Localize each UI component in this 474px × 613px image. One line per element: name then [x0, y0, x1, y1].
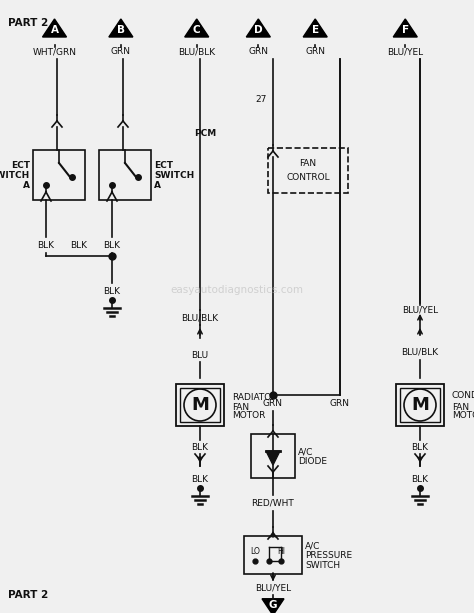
Text: A/C: A/C [298, 447, 313, 457]
Text: FAN: FAN [232, 403, 249, 411]
Text: GRN: GRN [330, 398, 350, 408]
Text: BLK: BLK [411, 476, 428, 484]
Bar [176, 384, 224, 426]
Text: B: B [117, 25, 125, 35]
Text: BLU/BLK: BLU/BLK [178, 47, 215, 56]
Bar [99, 150, 151, 200]
Polygon shape [262, 599, 284, 613]
Text: RED/WHT: RED/WHT [252, 498, 294, 508]
Text: BLK: BLK [191, 476, 209, 484]
Text: GRN: GRN [111, 47, 131, 56]
Text: SWITCH: SWITCH [0, 172, 30, 180]
Text: A: A [23, 181, 30, 191]
Text: BLU/YEL: BLU/YEL [255, 584, 291, 593]
Text: C: C [193, 25, 201, 35]
Text: 27: 27 [255, 96, 267, 104]
Text: HI: HI [277, 547, 285, 555]
Text: M: M [411, 396, 429, 414]
Bar [180, 388, 220, 422]
Polygon shape [303, 19, 327, 37]
Polygon shape [393, 19, 417, 37]
Text: PRESSURE: PRESSURE [305, 552, 352, 560]
Text: BLK: BLK [37, 240, 55, 249]
Bar [396, 384, 444, 426]
Bar [251, 434, 295, 478]
Text: ECT: ECT [154, 161, 173, 170]
Text: A/C: A/C [305, 541, 320, 550]
Text: D: D [254, 25, 263, 35]
Text: FAN: FAN [300, 159, 317, 169]
Text: PART 2: PART 2 [8, 590, 48, 600]
Text: PCM: PCM [194, 129, 216, 137]
Text: LO: LO [250, 547, 260, 555]
Text: GRN: GRN [305, 47, 325, 56]
Polygon shape [43, 19, 66, 37]
Text: BLK: BLK [103, 240, 120, 249]
Text: WHT/GRN: WHT/GRN [33, 47, 76, 56]
Text: GRN: GRN [263, 398, 283, 408]
Text: SWITCH: SWITCH [154, 172, 194, 180]
Text: BLK: BLK [71, 242, 88, 251]
Text: MOTOR: MOTOR [452, 411, 474, 421]
Polygon shape [266, 451, 280, 465]
Text: easyautodiagnostics.com: easyautodiagnostics.com [171, 285, 303, 295]
Bar [244, 536, 302, 574]
Text: BLK: BLK [191, 443, 209, 452]
Text: GRN: GRN [248, 47, 268, 56]
Text: BLU/BLK: BLU/BLK [182, 313, 219, 322]
Polygon shape [185, 19, 209, 37]
Text: MOTOR: MOTOR [232, 411, 265, 421]
Text: BLU/YEL: BLU/YEL [402, 305, 438, 314]
Text: F: F [401, 25, 409, 35]
Text: SWITCH: SWITCH [305, 562, 340, 571]
Text: BLU: BLU [191, 351, 209, 359]
Polygon shape [246, 19, 270, 37]
Text: A: A [154, 181, 161, 191]
Text: PART 2: PART 2 [8, 18, 48, 28]
Text: FAN: FAN [452, 403, 469, 411]
Text: CONDENSOR: CONDENSOR [452, 392, 474, 400]
Text: E: E [311, 25, 319, 35]
Text: G: G [269, 600, 277, 611]
Bar [400, 388, 440, 422]
Text: A: A [51, 25, 58, 35]
Text: RADIATOR: RADIATOR [232, 394, 277, 403]
Text: M: M [191, 396, 209, 414]
Text: BLU/YEL: BLU/YEL [387, 47, 423, 56]
Text: BLK: BLK [103, 286, 120, 295]
Polygon shape [109, 19, 133, 37]
Bar [268, 148, 348, 193]
Text: BLU/BLK: BLU/BLK [401, 348, 438, 357]
Text: CONTROL: CONTROL [286, 172, 330, 181]
Text: BLK: BLK [411, 443, 428, 452]
Bar [33, 150, 85, 200]
Text: DIODE: DIODE [298, 457, 327, 466]
Text: ECT: ECT [11, 161, 30, 170]
